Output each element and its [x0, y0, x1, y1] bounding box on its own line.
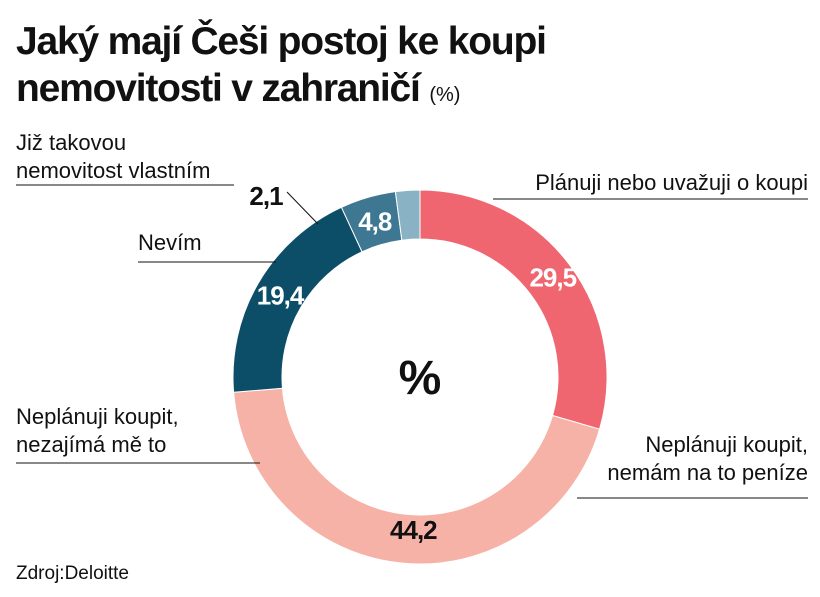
title-line-2: nemovitosti v zahraničí [16, 67, 421, 110]
value-label-nevim: 4,8 [358, 206, 392, 236]
center-percent-label: % [399, 352, 442, 405]
category-label-jiz-takovou-nemovitost-vlastnim: Již takovou nemovitost vlastním [16, 130, 210, 183]
slice-planuji-nebo-uvazuji-o-koupi [419, 189, 608, 430]
category-label-planuji-nebo-uvazuji-o-koupi: Plánuji nebo uvažuji o koupi [535, 170, 808, 195]
value-label-neplanuji-koupit-nemam-na-to-penize: 44,2 [390, 515, 437, 545]
title-unit: (%) [429, 84, 461, 106]
slice-jiz-takovou-nemovitost-vlastnim [394, 189, 421, 241]
chart-title: Jaký mají Češi postoj ke koupi nemovitos… [16, 18, 547, 119]
value-label-neplanuji-koupit-nezajima-me-to: 19,4 [257, 280, 305, 310]
source-note: Zdroj:Deloitte [16, 563, 129, 584]
category-label-neplanuji-koupit-nemam-na-to-penize: Neplánuji koupit, nemám na to peníze [607, 432, 808, 485]
title-line-1: Jaký mají Češi postoj ke koupi [16, 20, 547, 63]
category-label-neplanuji-koupit-nezajima-me-to: Neplánuji koupit, nezajímá mě to [16, 404, 179, 457]
slice-neplanuji-koupit-nemam-na-to-penize [233, 387, 601, 565]
pointer-line-jiz-takovou-nemovitost-vlastnim [286, 191, 319, 225]
value-label-planuji-nebo-uvazuji-o-koupi: 29,5 [529, 262, 576, 292]
value-label-jiz-takovou-nemovitost-vlastnim: 2,1 [249, 181, 283, 211]
category-label-nevim: Nevím [138, 230, 202, 255]
